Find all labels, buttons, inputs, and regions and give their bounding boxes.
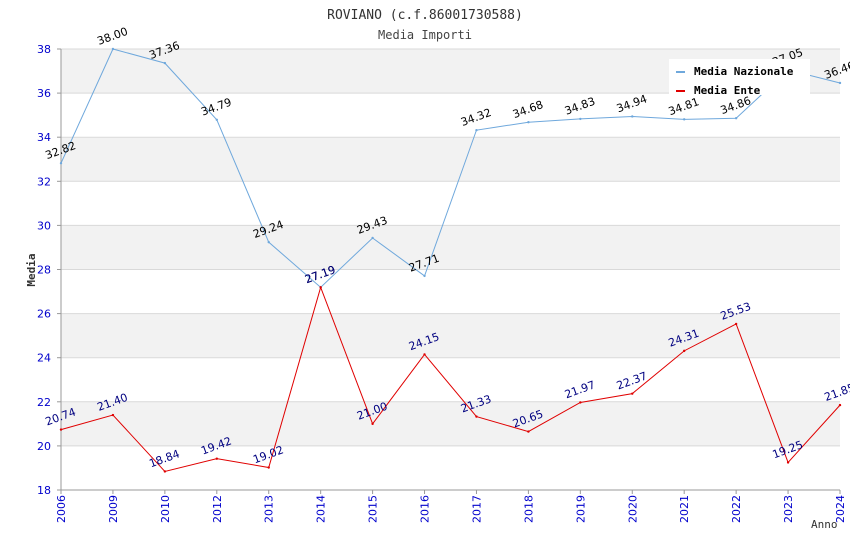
plot-band xyxy=(61,93,840,138)
data-point-media-nazionale xyxy=(527,121,530,124)
data-point-media-ente xyxy=(475,415,478,418)
y-axis-label: Media xyxy=(25,253,38,286)
plot-band xyxy=(61,357,840,402)
chart-title: ROVIANO (c.f.86001730588) xyxy=(327,8,523,23)
chart-subtitle: Media Importi xyxy=(378,28,472,42)
x-tick-label: 2014 xyxy=(315,495,328,523)
data-point-media-ente xyxy=(59,428,63,431)
y-tick-label: 34 xyxy=(37,131,51,144)
legend-label-media-ente: Media Ente xyxy=(694,84,761,97)
data-point-media-ente xyxy=(579,401,582,404)
y-tick-label: 18 xyxy=(37,484,51,497)
legend-box xyxy=(669,59,810,95)
data-point-media-ente xyxy=(734,322,738,326)
data-point-media-nazionale xyxy=(267,240,270,244)
y-tick-label: 20 xyxy=(37,440,51,453)
x-tick-label: 2012 xyxy=(211,495,224,523)
x-tick-label: 2018 xyxy=(522,495,535,523)
x-tick-label: 2010 xyxy=(159,495,172,523)
data-point-media-nazionale xyxy=(838,81,842,85)
legend-label-media-nazionale: Media Nazionale xyxy=(694,65,794,78)
data-point-media-nazionale xyxy=(475,128,478,132)
data-point-media-ente xyxy=(215,457,218,460)
x-tick-label: 2017 xyxy=(470,495,483,523)
series-line-media-nazionale xyxy=(60,48,841,289)
data-point-media-nazionale xyxy=(59,162,63,165)
x-tick-label: 2024 xyxy=(834,495,847,523)
data-point-media-nazionale xyxy=(631,115,634,118)
y-tick-label: 38 xyxy=(37,43,51,56)
y-axis-ticks: 18 20 22 24 26 28 30 32 34 36 38 xyxy=(37,43,61,497)
data-point-media-nazionale xyxy=(734,117,738,120)
plot-band xyxy=(61,269,840,314)
data-point-media-ente xyxy=(371,422,374,426)
x-tick-label: 2020 xyxy=(626,495,639,523)
x-tick-label: 2013 xyxy=(263,495,276,523)
data-point-media-nazionale xyxy=(215,118,218,121)
x-tick-label: 2019 xyxy=(574,495,587,523)
data-point-media-ente xyxy=(527,430,530,433)
data-point-media-ente xyxy=(838,403,842,407)
data-point-media-ente xyxy=(267,466,270,469)
x-tick-label: 2022 xyxy=(730,495,743,523)
data-point-media-ente xyxy=(631,392,634,395)
series-lines xyxy=(59,47,842,473)
data-point-media-nazionale xyxy=(579,117,582,121)
x-tick-label: 2015 xyxy=(367,495,380,523)
plot-band xyxy=(61,225,840,270)
plot-background xyxy=(61,49,840,490)
plot-band xyxy=(61,137,840,182)
data-point-media-ente xyxy=(786,461,790,464)
y-tick-label: 28 xyxy=(37,264,51,277)
x-tick-label: 2023 xyxy=(782,495,795,523)
y-tick-label: 24 xyxy=(37,352,51,365)
plot-band xyxy=(61,445,840,490)
x-axis-ticks: 2006 2009 2010 2012 2013 2014 2015 2016 2017 2018… xyxy=(55,490,847,523)
data-point-media-nazionale xyxy=(423,274,426,278)
plot-band xyxy=(61,313,840,358)
data-point-media-ente xyxy=(683,349,686,353)
x-tick-label: 2016 xyxy=(419,495,432,523)
data-point-media-ente xyxy=(163,470,167,473)
legend: Media Nazionale Media Ente xyxy=(669,59,810,97)
plot-band xyxy=(61,401,840,446)
data-label-media-nazionale: 38.00 xyxy=(96,25,130,48)
data-point-media-ente xyxy=(111,413,115,417)
y-tick-label: 26 xyxy=(37,308,51,321)
x-tick-label: 2021 xyxy=(678,495,691,523)
x-axis-label: Anno xyxy=(811,518,838,531)
series-line-media-ente xyxy=(60,285,841,473)
x-tick-label: 2009 xyxy=(107,495,120,523)
data-point-media-nazionale xyxy=(111,47,115,51)
data-point-media-nazionale xyxy=(683,118,686,121)
x-tick-label: 2006 xyxy=(55,495,68,523)
y-tick-label: 32 xyxy=(37,175,51,188)
y-tick-label: 36 xyxy=(37,87,51,100)
data-point-media-nazionale xyxy=(163,61,167,65)
y-tick-label: 30 xyxy=(37,219,51,232)
y-tick-label: 22 xyxy=(37,396,51,409)
data-point-media-nazionale xyxy=(371,236,374,240)
data-point-media-ente xyxy=(319,286,322,289)
data-point-media-ente xyxy=(423,353,426,356)
